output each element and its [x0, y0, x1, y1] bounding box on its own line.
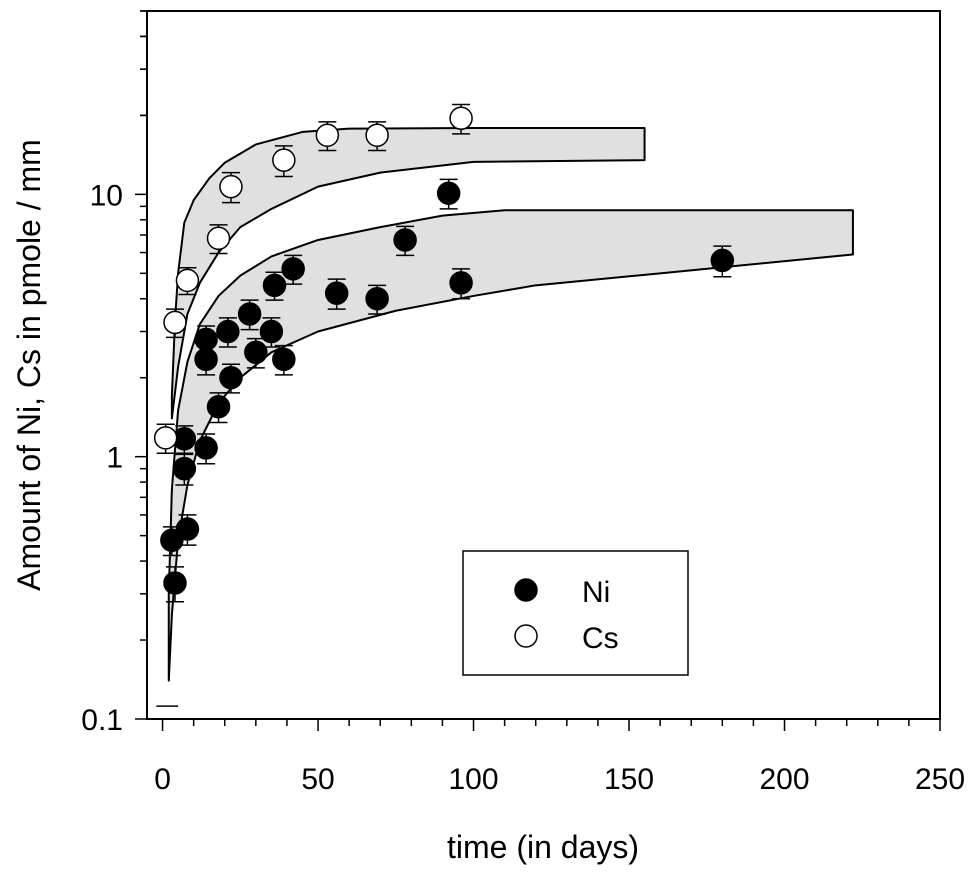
band-cs: [170, 127, 646, 420]
ni-point: [262, 273, 287, 298]
y-tick-label: 10: [90, 179, 123, 212]
cs-point: [315, 123, 340, 148]
ni-point: [710, 248, 735, 273]
cs-point: [153, 426, 178, 450]
data-points-layer: [153, 103, 735, 707]
legend-label-ni: Ni: [582, 576, 610, 609]
ni-point: [194, 436, 218, 460]
x-axis-title: time (in days): [447, 829, 639, 865]
cs-point: [175, 268, 200, 293]
ni-point: [436, 181, 461, 205]
cs-point: [272, 148, 296, 172]
ni-point: [194, 347, 218, 372]
x-axis: 0 50 100 150 200 250: [154, 719, 965, 796]
ni-point: [172, 456, 197, 481]
y-tick-label: 1: [106, 442, 123, 475]
ni-point: [237, 302, 262, 326]
ni-point: [219, 365, 243, 390]
x-tick-label: 100: [448, 763, 498, 796]
legend: Ni Cs: [462, 550, 689, 676]
cs-point: [163, 310, 187, 335]
x-tick-label: 250: [915, 763, 965, 796]
ni-point: [163, 571, 187, 595]
legend-box: [462, 550, 689, 676]
ni-point: [206, 394, 231, 419]
ni-point: [272, 347, 296, 372]
y-axis-title: Amount of Ni, Cs in pmole / mm: [11, 139, 47, 591]
cs-point: [206, 226, 231, 251]
ni-point: [324, 281, 349, 305]
bands-layer: [167, 127, 854, 682]
ni-point: [393, 228, 417, 252]
x-tick-label: 0: [154, 763, 171, 796]
legend-marker-ni: [514, 578, 538, 602]
ni-point: [281, 257, 305, 281]
ni-point: [175, 517, 200, 541]
x-tick-label: 50: [301, 763, 334, 796]
cs-point: [449, 106, 473, 131]
ni-point: [216, 319, 240, 344]
ni-point: [259, 319, 284, 344]
y-tick-label: 0.1: [81, 704, 123, 737]
cs-point: [219, 174, 243, 199]
ni-point: [365, 286, 389, 311]
x-tick-label: 150: [604, 763, 654, 796]
y-axis: 0.1 1 10: [81, 10, 147, 737]
band-ni: [167, 209, 854, 682]
plot-frame: [146, 10, 941, 720]
cs-point: [365, 123, 389, 148]
legend-label-cs: Cs: [582, 622, 619, 655]
x-tick-label: 200: [759, 763, 809, 796]
legend-marker-cs: [514, 624, 538, 648]
ni-point: [449, 271, 473, 295]
ni-point: [244, 340, 268, 365]
